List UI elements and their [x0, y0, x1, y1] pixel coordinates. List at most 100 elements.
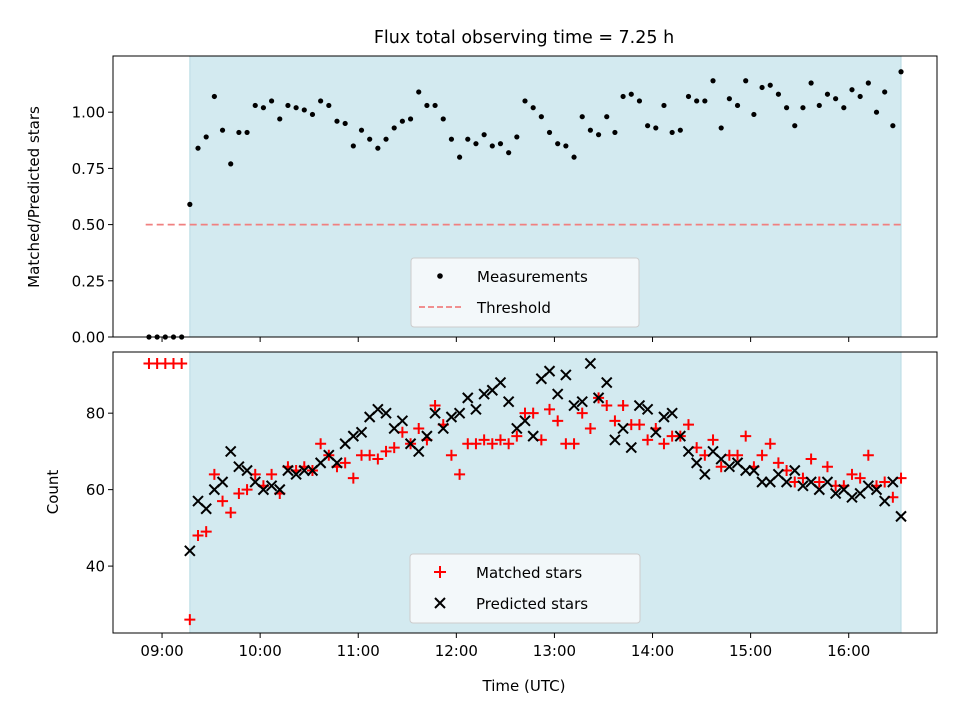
- predicted-star-point: [216, 476, 229, 488]
- predicted-star-point: [862, 480, 875, 492]
- measurement-point: [530, 105, 536, 111]
- measurement-point: [898, 69, 904, 75]
- measurement-point: [424, 102, 430, 109]
- predicted-star-point: [650, 426, 662, 438]
- predicted-star-point: [200, 503, 212, 515]
- measurement-point: [636, 98, 643, 104]
- matched-star-point: [380, 445, 392, 457]
- predicted-star-point: [551, 388, 564, 400]
- matched-star-point: [821, 461, 833, 473]
- bottom-y-tick-label: 80: [86, 405, 105, 423]
- measurement-point: [873, 109, 880, 115]
- predicted-star-point: [846, 491, 858, 503]
- predicted-star-point: [225, 445, 237, 458]
- matched-star-point: [339, 457, 351, 469]
- legend-measurements-marker: [437, 273, 443, 279]
- measurement-point: [882, 89, 888, 95]
- matched-star-point: [225, 507, 237, 519]
- measurement-point: [661, 102, 667, 109]
- matched-star-point: [454, 468, 466, 480]
- measurement-point: [301, 107, 307, 113]
- x-tick-label: 09:00: [140, 642, 183, 660]
- measurement-point: [808, 80, 814, 86]
- matched-star-point: [576, 407, 588, 419]
- measurement-point: [203, 134, 209, 140]
- measurement-point: [318, 98, 324, 104]
- measurement-point: [783, 105, 790, 111]
- matched-star-point: [347, 472, 359, 484]
- predicted-star-point: [413, 445, 425, 458]
- predicted-star-point: [748, 464, 760, 477]
- matched-star-point: [601, 400, 613, 412]
- predicted-star-point: [821, 476, 834, 488]
- measurement-point: [375, 145, 381, 151]
- top-legend: Measurements Threshold: [410, 257, 640, 328]
- predicted-star-point: [494, 376, 507, 389]
- matched-star-point: [511, 430, 523, 442]
- bottom-y-axis: 40 60 80: [86, 405, 113, 576]
- matched-star-point: [503, 438, 515, 450]
- matched-star-point: [862, 449, 874, 461]
- top-y-tick-label: 0.75: [72, 160, 105, 178]
- x-tick-label: 15:00: [729, 642, 772, 660]
- matched-star-point: [609, 415, 621, 427]
- predicted-star-point: [470, 403, 482, 416]
- legend-predicted-marker: [434, 597, 446, 609]
- measurement-point: [407, 116, 414, 122]
- predicted-star-point: [690, 457, 703, 469]
- predicted-star-point: [396, 415, 409, 427]
- measurement-point: [260, 105, 267, 111]
- predicted-star-point: [421, 430, 433, 442]
- predicted-star-point: [870, 483, 883, 496]
- matched-star-point: [315, 438, 327, 450]
- matched-star-point: [494, 434, 506, 446]
- matched-star-point: [470, 438, 482, 450]
- measurement-point: [187, 201, 193, 207]
- top-y-tick-label: 1.00: [72, 104, 105, 122]
- measurement-point: [833, 96, 839, 102]
- predicted-star-point: [609, 434, 621, 446]
- matched-star-point: [879, 476, 891, 488]
- predicted-star-point: [274, 483, 286, 496]
- measurement-point: [604, 114, 610, 120]
- measurement-point: [669, 129, 675, 136]
- predicted-star-point: [437, 422, 449, 435]
- measurement-point: [759, 84, 765, 91]
- top-axes-frame: [112, 55, 938, 338]
- legend-matched-label: Matched stars: [476, 564, 582, 582]
- measurement-point: [367, 136, 373, 142]
- predicted-star-point: [380, 407, 392, 419]
- measurement-point: [228, 161, 234, 167]
- measurement-point: [211, 93, 217, 100]
- x-tick-label: 10:00: [239, 642, 282, 660]
- matched-star-point: [854, 472, 866, 484]
- predicted-star-point: [527, 430, 539, 442]
- measurement-point: [546, 129, 553, 136]
- measurement-point: [277, 116, 283, 122]
- top-y-label: Matched/Predicted stars: [25, 106, 43, 288]
- matched-star-point: [372, 453, 384, 465]
- matched-star-point: [544, 403, 556, 415]
- measurement-point: [195, 145, 201, 151]
- measurement-point: [285, 102, 291, 109]
- measurement-point: [685, 93, 692, 100]
- matched-star-point: [584, 422, 596, 434]
- bottom-y-label: Count: [44, 470, 62, 515]
- matched-star-point: [568, 438, 580, 450]
- predicted-star-point: [282, 464, 294, 477]
- predicted-star-point: [895, 510, 907, 523]
- matched-star-point: [233, 487, 245, 499]
- matched-star-point: [813, 476, 825, 488]
- predicted-star-point: [462, 392, 474, 404]
- measurement-point: [391, 125, 397, 131]
- predicted-star-point: [666, 407, 678, 419]
- measurement-point: [448, 136, 455, 142]
- measurement-point: [710, 78, 716, 84]
- predicted-star-point: [184, 545, 196, 557]
- measurement-point: [538, 114, 544, 120]
- measurement-point: [571, 154, 577, 160]
- bottom-x-axis: 09:00 10:00 11:00 12:00 13:00 14:00 15:00 16:00: [140, 633, 870, 660]
- predicted-star-point: [453, 407, 466, 419]
- measurement-point: [481, 132, 487, 138]
